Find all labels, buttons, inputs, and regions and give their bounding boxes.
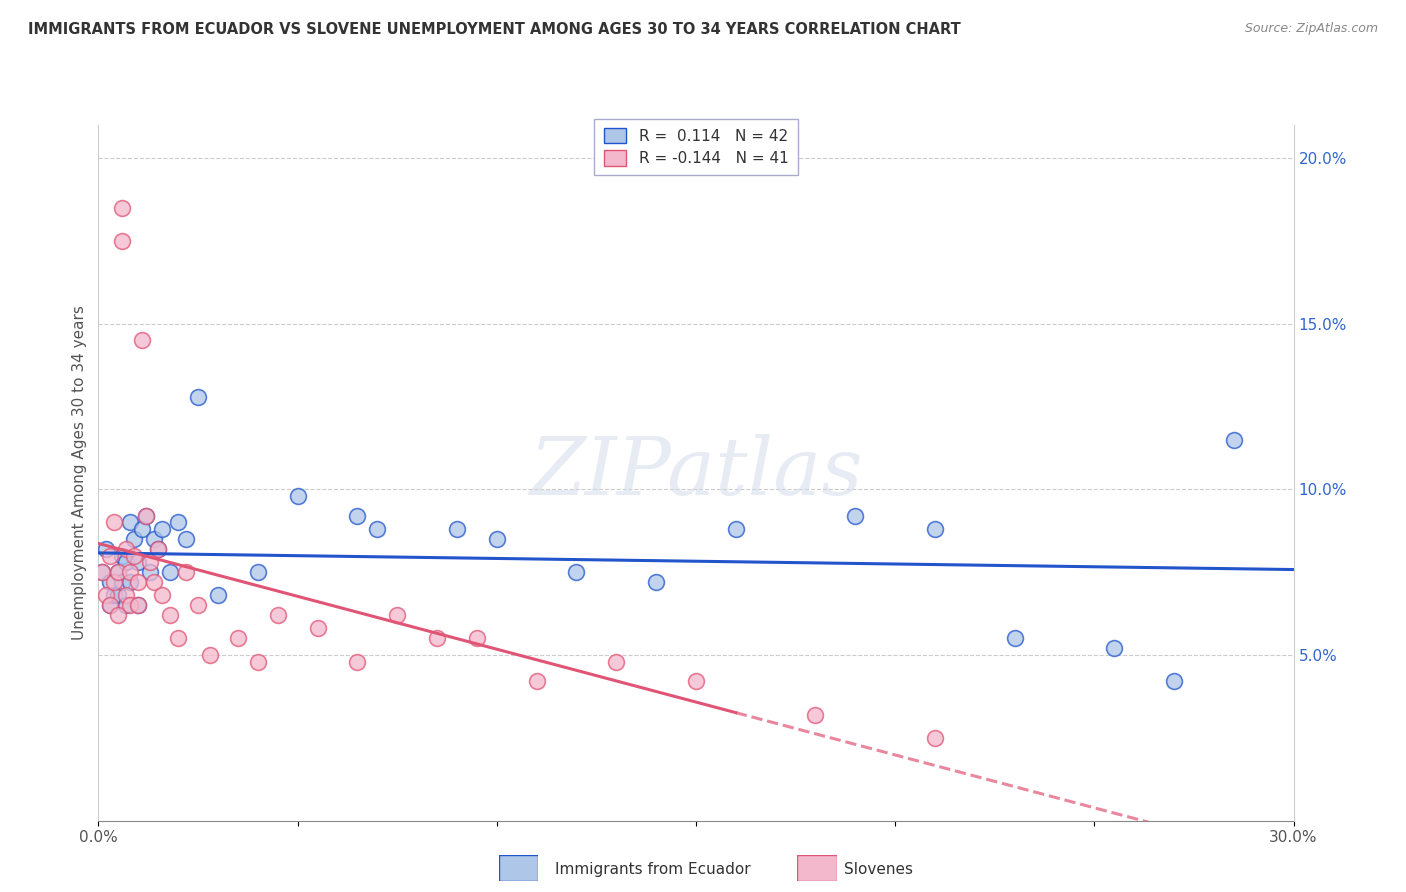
Point [174, 532, 197, 546]
Point [127, 599, 149, 613]
Point [103, 516, 125, 530]
Point [111, 234, 134, 248]
Point [107, 608, 129, 623]
Text: Immigrants from Ecuador: Immigrants from Ecuador [555, 863, 751, 877]
Point [207, 588, 229, 602]
Point [115, 541, 138, 556]
Point [100, 599, 122, 613]
Point [120, 565, 142, 579]
Point [139, 565, 162, 579]
Point [724, 522, 747, 536]
Point [174, 565, 197, 579]
Point [1222, 433, 1246, 447]
Point [465, 632, 488, 646]
Point [91, 565, 114, 579]
Point [111, 549, 134, 563]
Text: Slovenes: Slovenes [844, 863, 912, 877]
Point [605, 655, 627, 669]
Point [124, 532, 146, 546]
Point [148, 541, 170, 556]
Point [135, 508, 157, 523]
Point [127, 555, 149, 569]
Point [167, 516, 190, 530]
Point [107, 565, 129, 579]
Point [103, 575, 125, 590]
Point [366, 522, 388, 536]
Point [91, 565, 114, 579]
Point [167, 632, 190, 646]
Point [127, 575, 149, 590]
Point [148, 541, 170, 556]
Point [100, 599, 122, 613]
Point [685, 674, 707, 689]
Point [246, 655, 269, 669]
Point [96, 541, 118, 556]
Text: Source: ZipAtlas.com: Source: ZipAtlas.com [1244, 22, 1378, 36]
Point [131, 522, 153, 536]
Y-axis label: Unemployment Among Ages 30 to 34 years: Unemployment Among Ages 30 to 34 years [72, 305, 87, 640]
Point [107, 565, 129, 579]
Point [135, 508, 157, 523]
Point [526, 674, 548, 689]
Point [100, 549, 122, 563]
Point [120, 575, 142, 590]
Point [143, 532, 166, 546]
Point [267, 608, 290, 623]
Point [1163, 674, 1185, 689]
Point [111, 575, 134, 590]
Point [100, 575, 122, 590]
Point [924, 731, 946, 745]
Point [346, 655, 368, 669]
Legend: R =  0.114   N = 42, R = -0.144   N = 41: R = 0.114 N = 42, R = -0.144 N = 41 [595, 119, 797, 175]
Point [150, 522, 173, 536]
Point [131, 333, 153, 347]
Point [198, 648, 221, 662]
Point [346, 508, 368, 523]
Point [187, 390, 209, 404]
Point [1004, 632, 1026, 646]
Point [246, 565, 269, 579]
Point [226, 632, 249, 646]
Point [107, 588, 129, 602]
Point [124, 549, 146, 563]
Point [446, 522, 468, 536]
Point [307, 622, 329, 636]
Point [426, 632, 449, 646]
Point [844, 508, 866, 523]
Point [385, 608, 409, 623]
Point [150, 588, 173, 602]
Point [187, 599, 209, 613]
Point [111, 201, 134, 215]
Point [159, 608, 181, 623]
Point [96, 588, 118, 602]
Point [1102, 641, 1125, 656]
Point [804, 707, 827, 722]
Text: IMMIGRANTS FROM ECUADOR VS SLOVENE UNEMPLOYMENT AMONG AGES 30 TO 34 YEARS CORREL: IMMIGRANTS FROM ECUADOR VS SLOVENE UNEMP… [28, 22, 960, 37]
Point [115, 555, 138, 569]
Point [159, 565, 181, 579]
Point [565, 565, 588, 579]
Point [485, 532, 508, 546]
Point [139, 555, 162, 569]
Text: ZIPatlas: ZIPatlas [529, 434, 863, 511]
Point [924, 522, 946, 536]
Point [120, 599, 142, 613]
Point [287, 489, 309, 503]
Point [115, 599, 138, 613]
Point [115, 588, 138, 602]
Point [645, 575, 668, 590]
Point [103, 588, 125, 602]
Point [120, 516, 142, 530]
Point [127, 599, 149, 613]
Point [143, 575, 166, 590]
